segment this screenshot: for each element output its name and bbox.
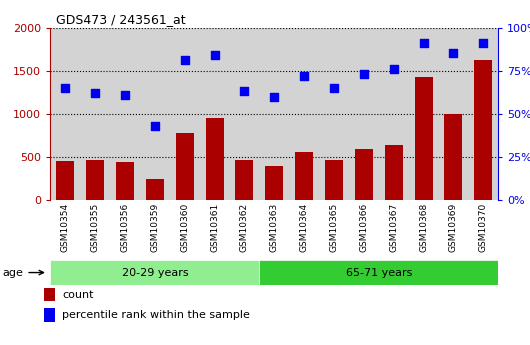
Text: GSM10355: GSM10355 [91, 203, 100, 253]
Point [61, 85, 69, 91]
Bar [44, 308, 56, 322]
Text: 65-71 years: 65-71 years [346, 268, 412, 277]
Text: GSM10365: GSM10365 [330, 203, 339, 253]
Text: GSM10363: GSM10363 [270, 203, 279, 253]
Text: GSM10364: GSM10364 [299, 203, 308, 252]
Text: 20-29 years: 20-29 years [121, 268, 188, 277]
Text: GSM10356: GSM10356 [120, 203, 129, 253]
Bar [86, 160, 104, 200]
Text: GSM10370: GSM10370 [479, 203, 488, 253]
Text: GSM10369: GSM10369 [449, 203, 458, 253]
Bar [385, 145, 403, 200]
Point [270, 94, 279, 99]
Bar [259, 260, 498, 285]
Bar [56, 161, 74, 200]
Text: percentile rank within the sample: percentile rank within the sample [62, 310, 250, 320]
Text: GSM10359: GSM10359 [151, 203, 160, 253]
Point [180, 58, 189, 63]
Point [210, 52, 219, 58]
Point [330, 85, 338, 91]
Bar [266, 166, 283, 200]
Text: GSM10354: GSM10354 [61, 203, 70, 252]
Bar [295, 152, 313, 200]
Point [300, 73, 308, 79]
Text: age: age [3, 268, 43, 277]
Text: GSM10366: GSM10366 [359, 203, 368, 253]
Bar [176, 133, 193, 200]
Text: GSM10360: GSM10360 [180, 203, 189, 253]
Bar [206, 118, 224, 200]
Text: GSM10362: GSM10362 [240, 203, 249, 252]
Bar [44, 288, 56, 302]
Point [240, 89, 249, 94]
Point [151, 123, 159, 129]
Text: GDS473 / 243561_at: GDS473 / 243561_at [56, 13, 186, 26]
Bar [474, 60, 492, 200]
Bar [355, 149, 373, 200]
Point [360, 71, 368, 77]
Bar [325, 159, 343, 200]
Bar [116, 162, 134, 200]
Text: GSM10367: GSM10367 [389, 203, 398, 253]
Bar [414, 77, 432, 200]
Point [449, 51, 457, 56]
Text: GSM10361: GSM10361 [210, 203, 219, 253]
Point [121, 92, 129, 98]
Text: GSM10368: GSM10368 [419, 203, 428, 253]
Text: count: count [62, 290, 94, 299]
Point [91, 90, 100, 96]
Bar [235, 159, 253, 200]
Bar [146, 179, 164, 200]
Bar [50, 260, 259, 285]
Point [479, 40, 488, 46]
Point [390, 66, 398, 72]
Point [419, 40, 428, 46]
Bar [445, 114, 462, 200]
